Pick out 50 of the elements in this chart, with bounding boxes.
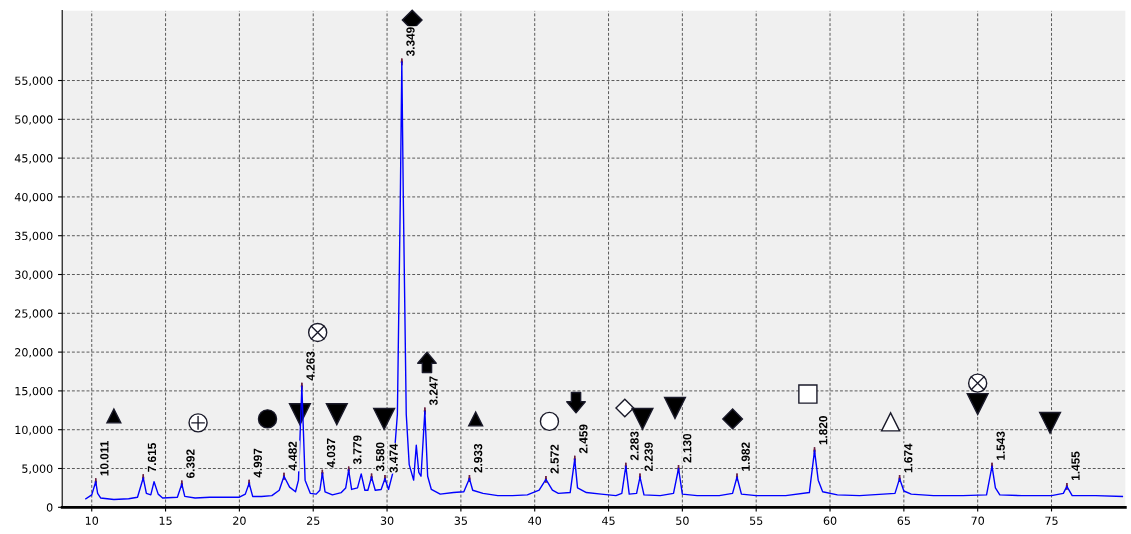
annotation: 2.239 — [644, 442, 653, 472]
x-tick-label: 15 — [159, 516, 172, 525]
x-tick-label: 50 — [676, 516, 689, 525]
annotation: 4.263 — [306, 351, 315, 381]
x-tick-label: 40 — [528, 516, 542, 525]
annotation: 3.349 — [406, 27, 415, 57]
x-tick-label: 75 — [1045, 516, 1058, 525]
x-tick-label: 45 — [602, 516, 615, 525]
y-tick-label: 40,000 — [14, 192, 53, 203]
annotation: 3.580 — [376, 442, 385, 472]
annotation: 4.482 — [288, 441, 297, 471]
x-tick-label: 60 — [823, 516, 837, 525]
y-tick-label: 25,000 — [15, 309, 53, 319]
x-tick-label: 55 — [749, 516, 763, 525]
y-tick-label: 10,000 — [15, 425, 53, 436]
y-tick-label: 35,000 — [15, 231, 53, 242]
y-tick-label: 50,000 — [15, 115, 53, 125]
annotation: 3.247 — [429, 376, 438, 406]
y-tick-label: 55,000 — [15, 76, 53, 87]
x-tick-label: 35 — [454, 516, 467, 525]
annotation: 1.455 — [1071, 451, 1080, 481]
annotation: 2.572 — [550, 444, 559, 474]
y-tick-label: 15,000 — [15, 386, 53, 397]
x-tick-label: 30 — [380, 516, 394, 525]
annotation: 3.474 — [389, 443, 398, 473]
x-tick-label: 65 — [897, 516, 910, 525]
y-tick-label: 45,000 — [14, 154, 53, 164]
annotation: 2.130 — [683, 433, 692, 463]
y-tick-label: 20,000 — [15, 348, 53, 358]
annotation: 4.037 — [326, 438, 336, 468]
annotation: 7.615 — [147, 443, 157, 472]
annotation: 4.997 — [253, 448, 262, 478]
annotation: 1.982 — [741, 442, 750, 471]
annotation: 10.011 — [100, 441, 109, 476]
line-series — [85, 61, 1124, 501]
x-tick-label: 25 — [306, 516, 320, 525]
y-tick-label: 5,000 — [22, 464, 53, 475]
x-tick-label: 20 — [233, 516, 246, 525]
annotation: 2.933 — [473, 443, 483, 473]
y-tick-label: 30,000 — [15, 270, 53, 281]
annotation: 2.283 — [630, 431, 639, 461]
x-tick-label: 70 — [971, 516, 985, 525]
annotation: 2.459 — [579, 424, 588, 454]
annotation: 6.392 — [186, 449, 195, 479]
annotation: 1.674 — [904, 443, 913, 473]
y-tick-label: 0 — [46, 503, 53, 512]
annotation: 1.820 — [819, 416, 828, 445]
annotation: 3.779 — [353, 435, 362, 465]
annotation: 1.543 — [996, 431, 1005, 460]
x-tick-label: 10 — [85, 516, 99, 525]
